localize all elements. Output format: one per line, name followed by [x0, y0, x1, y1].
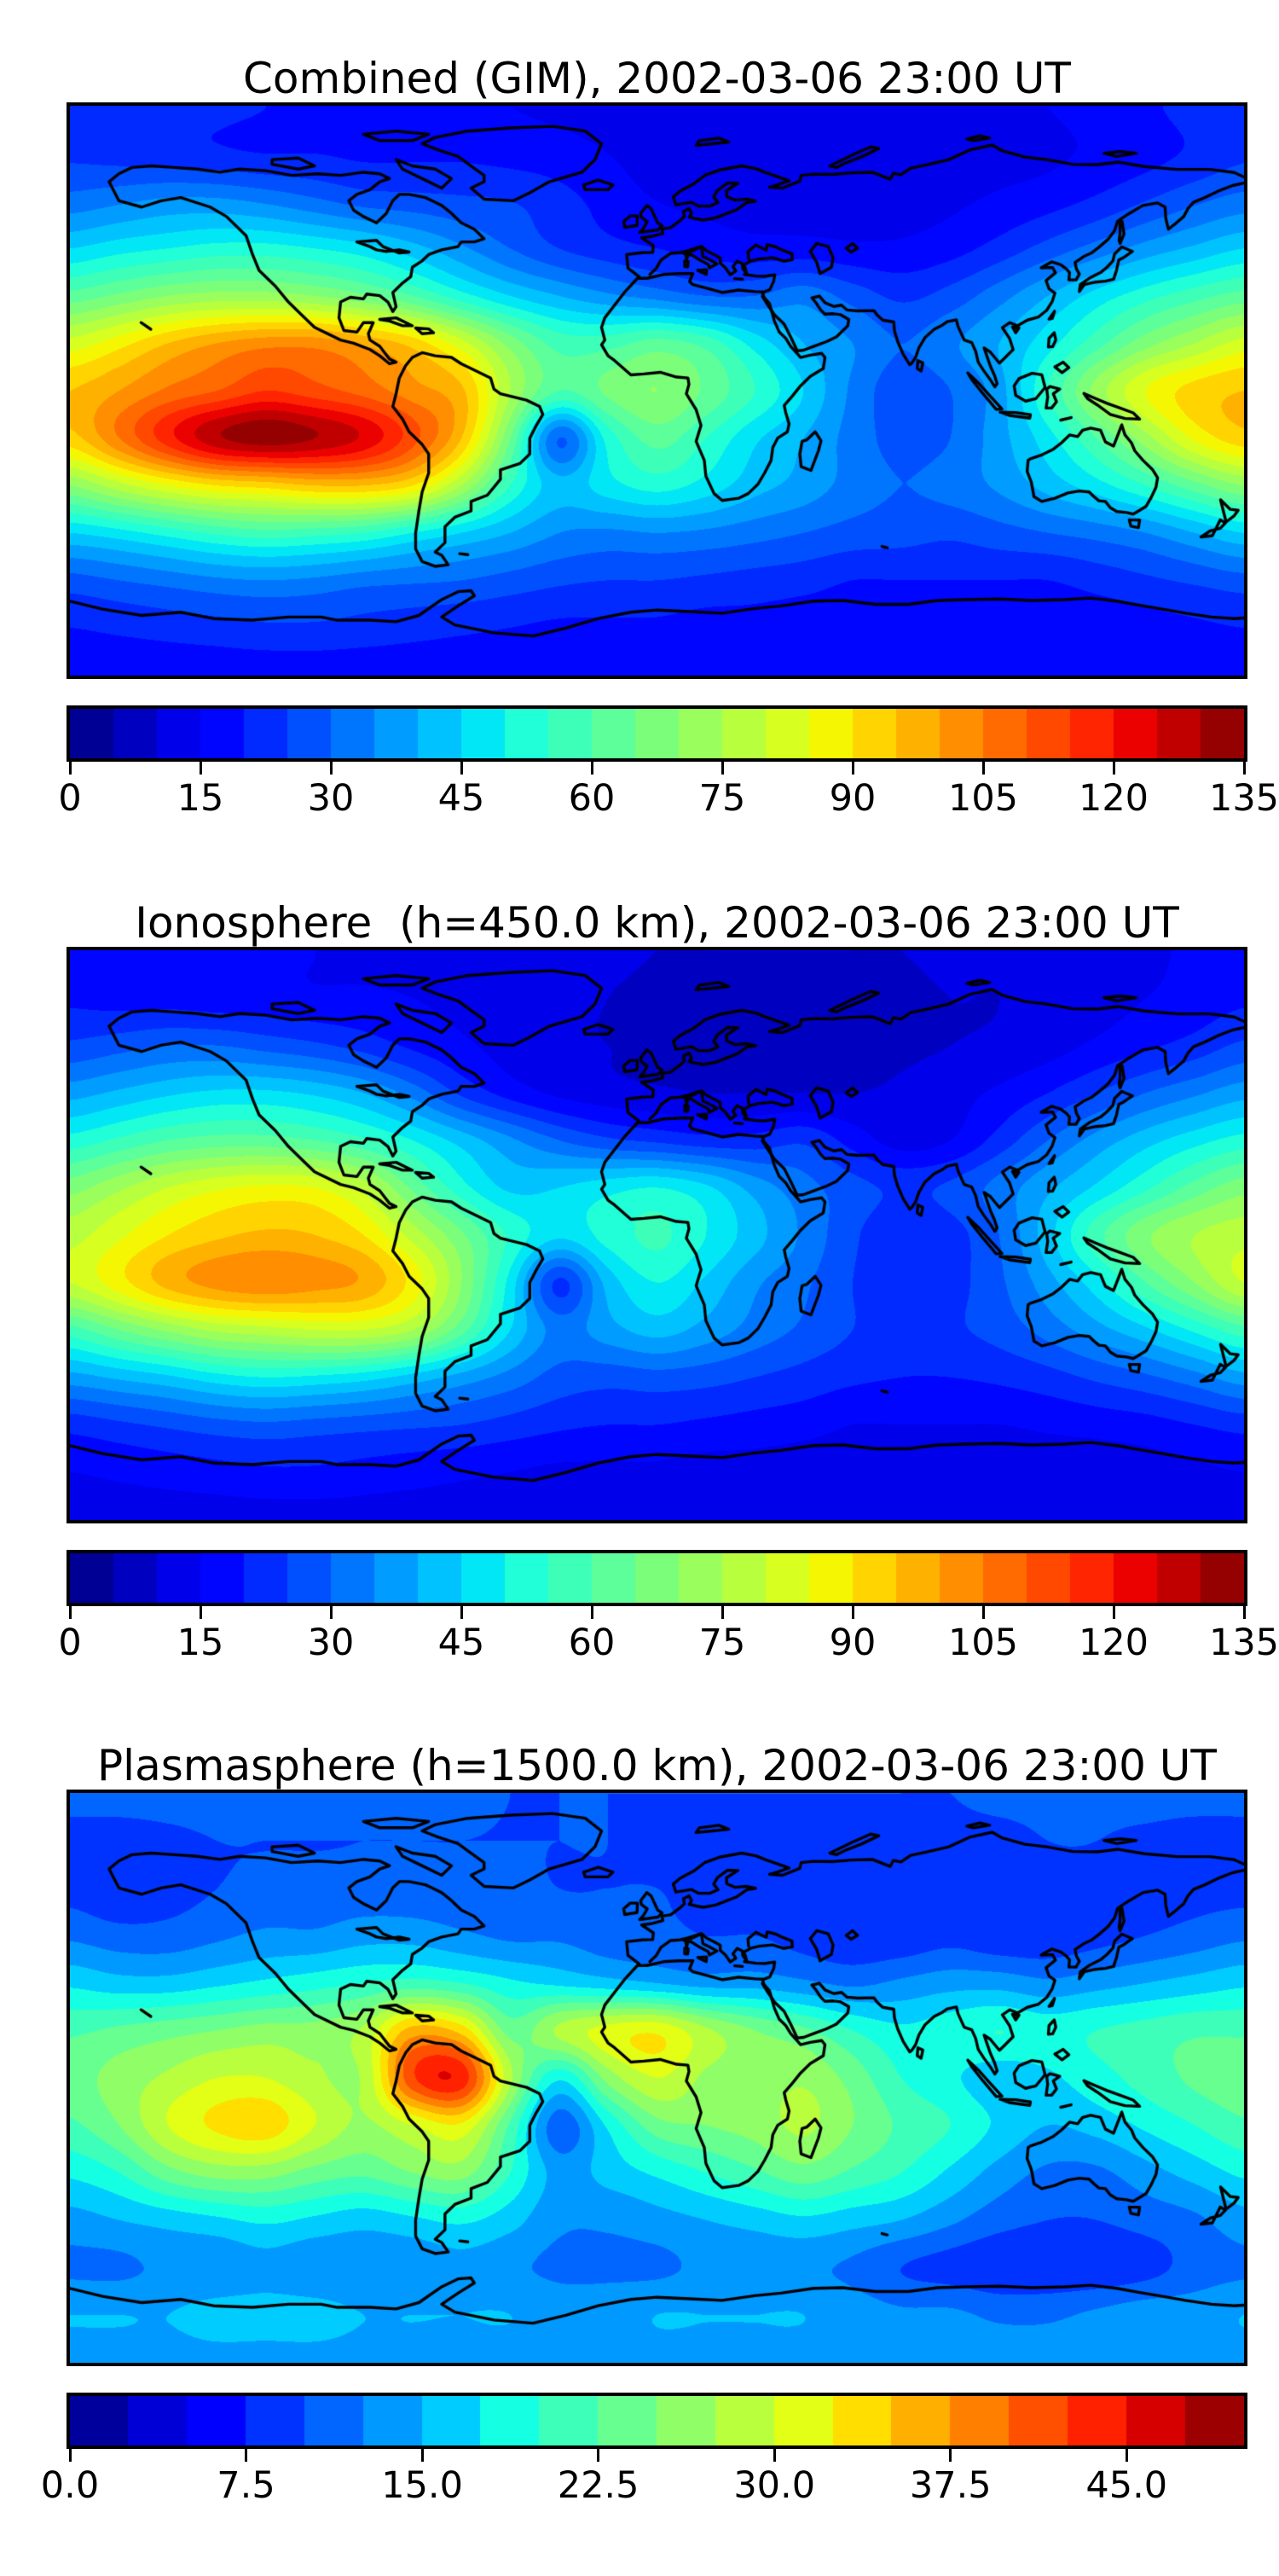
colorbar-tick-label: 15	[177, 777, 224, 820]
map-canvas-combined	[70, 106, 1244, 676]
colorbar-tick	[981, 762, 985, 775]
colorbar-tick-label: 105	[947, 1622, 1019, 1664]
colorbar-tick-label: 0	[58, 1622, 82, 1664]
colorbar-tick-label: 30.0	[733, 2464, 816, 2507]
colorbar-tick-label: 7.5	[217, 2464, 275, 2507]
colorbar-canvas-plasmasphere	[70, 2396, 1244, 2445]
colorbar-ticks	[67, 762, 1247, 775]
colorbar-tick-label: 22.5	[557, 2464, 640, 2507]
colorbar-tick-label: 90	[829, 1622, 877, 1664]
colorbar-tick	[721, 1606, 724, 1619]
map-canvas-ionosphere	[70, 950, 1244, 1520]
colorbar-tick	[1125, 2449, 1128, 2462]
colorbar-tick-label: 90	[829, 777, 877, 820]
colorbar-tick	[1112, 1606, 1115, 1619]
colorbar-plasmasphere	[67, 2393, 1247, 2449]
colorbar-tick-label: 135	[1208, 777, 1279, 820]
colorbar-ionosphere	[67, 1550, 1247, 1606]
colorbar-tick-label: 37.5	[909, 2464, 992, 2507]
colorbar-tick-label: 135	[1208, 1622, 1279, 1664]
colorbar-tick	[329, 762, 333, 775]
colorbar-tick-label: 60	[568, 1622, 616, 1664]
map-canvas-plasmasphere	[70, 1793, 1244, 2363]
colorbar-tick-label: 105	[947, 777, 1019, 820]
colorbar-tick	[851, 1606, 854, 1619]
panel-plasmasphere: Plasmasphere (h=1500.0 km), 2002-03-06 2…	[0, 1740, 1279, 2576]
colorbar-tick-label: 45	[437, 1622, 485, 1664]
colorbar-canvas-combined	[70, 709, 1244, 758]
colorbar-tick-labels: 0.0 7.5 15.0 22.5 30.0 37.5 45.0	[41, 2464, 1247, 2515]
colorbar-tick-label: 45	[437, 777, 485, 820]
colorbar-tick	[597, 2449, 600, 2462]
colorbar-tick	[590, 762, 593, 775]
colorbar-tick	[949, 2449, 952, 2462]
colorbar-tick	[460, 762, 463, 775]
colorbar-tick	[1112, 762, 1115, 775]
colorbar-tick-label: 120	[1078, 1622, 1149, 1664]
colorbar-tick-label: 30	[307, 777, 355, 820]
colorbar-canvas-ionosphere	[70, 1553, 1244, 1603]
colorbar-tick	[329, 1606, 333, 1619]
colorbar-tick	[420, 2449, 424, 2462]
panel-ionosphere: Ionosphere (h=450.0 km), 2002-03-06 23:0…	[0, 897, 1279, 1733]
map-plasmasphere	[67, 1790, 1247, 2366]
colorbar-tick	[245, 2449, 247, 2462]
colorbar-tick	[1242, 1606, 1246, 1619]
colorbar-tick	[1242, 762, 1246, 775]
colorbar-tick-label: 15	[177, 1622, 224, 1664]
panel-combined-gim: Combined (GIM), 2002-03-06 23:00 UT 0 15 3…	[0, 53, 1279, 889]
colorbar-ticks	[67, 1606, 1247, 1620]
colorbar-tick	[68, 2449, 72, 2462]
colorbar-tick	[981, 1606, 985, 1619]
colorbar-combined	[67, 705, 1247, 762]
colorbar-tick	[460, 1606, 463, 1619]
colorbar-tick-labels: 0 15 30 45 60 75 90 105 120 135	[58, 1622, 1279, 1673]
colorbar-tick-label: 60	[568, 777, 616, 820]
colorbar-tick	[721, 762, 724, 775]
colorbar-tick	[773, 2449, 776, 2462]
colorbar-tick-labels: 0 15 30 45 60 75 90 105 120 135	[58, 777, 1279, 828]
map-ionosphere	[67, 947, 1247, 1523]
colorbar-tick-label: 30	[307, 1622, 355, 1664]
colorbar-tick-label: 120	[1078, 777, 1149, 820]
colorbar-tick-label: 15.0	[381, 2464, 463, 2507]
colorbar-tick-label: 45.0	[1085, 2464, 1168, 2507]
panel-title: Ionosphere (h=450.0 km), 2002-03-06 23:0…	[135, 898, 1179, 948]
colorbar-tick	[590, 1606, 593, 1619]
map-combined-gim	[67, 102, 1247, 679]
panel-title: Plasmasphere (h=1500.0 km), 2002-03-06 2…	[97, 1741, 1217, 1790]
colorbar-tick-label: 0	[58, 777, 82, 820]
colorbar-tick	[851, 762, 854, 775]
colorbar-tick	[68, 1606, 72, 1619]
colorbar-tick	[199, 1606, 202, 1619]
colorbar-tick	[199, 762, 202, 775]
colorbar-tick	[68, 762, 72, 775]
colorbar-tick-label: 75	[698, 1622, 746, 1664]
colorbar-ticks	[67, 2449, 1247, 2463]
colorbar-tick-label: 0.0	[40, 2464, 100, 2507]
panel-title: Combined (GIM), 2002-03-06 23:00 UT	[243, 54, 1071, 103]
colorbar-tick-label: 75	[698, 777, 746, 820]
